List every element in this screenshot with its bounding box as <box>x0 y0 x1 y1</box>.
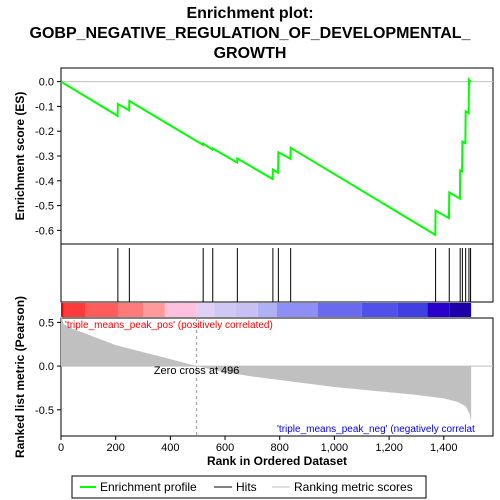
x-axis-label: Rank in Ordered Dataset <box>207 454 347 468</box>
color-bar-segment <box>164 303 197 317</box>
es-panel-frame <box>60 67 494 245</box>
x-tick-label: 0 <box>58 442 64 454</box>
es-tick-label: -0.1 <box>35 101 54 113</box>
color-bar-segment <box>235 303 258 317</box>
hits-panel-frame <box>60 243 494 303</box>
es-tick-label: -0.5 <box>35 201 54 213</box>
es-axis-ticks: 0.0 -0.1 -0.2 -0.3 -0.4 -0.5 -0.6 <box>35 77 61 237</box>
hits-group <box>117 248 472 302</box>
color-bar-segment <box>361 303 398 317</box>
color-bar-segment <box>196 303 215 317</box>
x-tick-label: 200 <box>107 442 125 454</box>
legend-metric-label: Ranking metric scores <box>294 480 413 494</box>
x-tick-label: 1,200 <box>375 442 403 454</box>
chart-title-line-2: GOBP_NEGATIVE_REGULATION_OF_DEVELOPMENTA… <box>30 25 472 42</box>
color-bar-segment <box>85 303 119 317</box>
x-axis-ticks: 0 200 400 600 800 1,000 1,200 1,400 <box>58 436 458 454</box>
x-tick-label: 800 <box>271 442 289 454</box>
color-bar-segment <box>143 303 165 317</box>
color-bar-segment <box>427 303 450 317</box>
enrichment-profile-line <box>60 76 472 237</box>
legend-frame <box>71 475 427 499</box>
es-tick-label: -0.3 <box>35 151 54 163</box>
legend-hits-label: Hits <box>236 480 257 494</box>
es-tick-label: -0.2 <box>35 126 54 138</box>
legend: Enrichment profile Hits Ranking metric s… <box>71 475 427 499</box>
es-tick-label: -0.4 <box>35 176 54 188</box>
color-bar-segment <box>118 303 144 317</box>
ranking-color-bar <box>61 303 472 317</box>
color-bar-segment <box>257 303 277 317</box>
color-bar-segment <box>277 303 319 317</box>
metric-panel-frame <box>60 317 494 437</box>
metric-tick-label: 0.5 <box>39 317 54 329</box>
metric-axis-ticks: 0.5 0.0 -0.5 <box>35 317 61 417</box>
legend-enrichment-label: Enrichment profile <box>100 480 197 494</box>
x-tick-label: 600 <box>216 442 234 454</box>
ranking-metric-area <box>61 315 472 423</box>
metric-axis-label: Ranked list metric (Pearson) <box>13 296 27 458</box>
color-bar-segment <box>449 303 472 317</box>
es-tick-label: -0.6 <box>35 225 54 237</box>
color-bar-segment <box>63 303 86 317</box>
metric-tick-label: -0.5 <box>35 405 54 417</box>
es-axis-label: Enrichment score (ES) <box>13 92 27 221</box>
x-tick-label: 1,000 <box>321 442 349 454</box>
color-bar-segment <box>214 303 236 317</box>
es-tick-label: 0.0 <box>39 77 54 89</box>
positive-correlation-label: 'triple_means_peak_pos' (positively corr… <box>65 320 273 331</box>
color-bar-segment <box>397 303 428 317</box>
zero-cross-label: Zero cross at 496 <box>154 365 240 377</box>
chart-title-line-1: Enrichment plot: <box>186 5 313 22</box>
color-bar-segment <box>318 303 362 317</box>
metric-tick-label: 0.0 <box>39 361 54 373</box>
x-tick-label: 1,400 <box>430 442 458 454</box>
x-tick-label: 400 <box>161 442 179 454</box>
color-bar-segment <box>61 303 64 317</box>
chart-title-line-3: GROWTH <box>214 45 287 62</box>
negative-correlation-label: 'triple_means_peak_neg' (negatively corr… <box>277 424 475 435</box>
